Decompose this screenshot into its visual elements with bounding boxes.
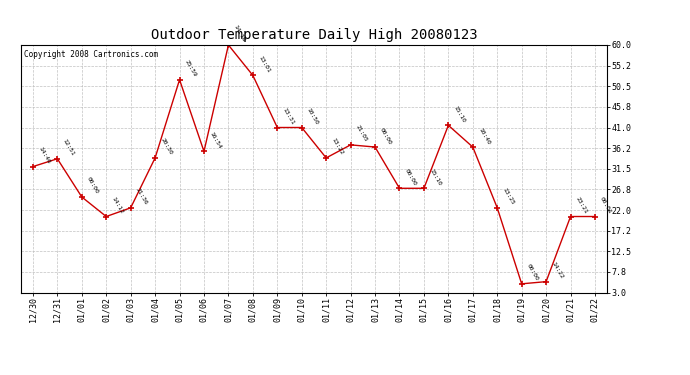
Text: 14:12: 14:12 (110, 196, 124, 215)
Text: 23:21: 23:21 (575, 196, 589, 215)
Text: 14:16: 14:16 (233, 24, 246, 43)
Text: 13:22: 13:22 (331, 137, 344, 156)
Text: 00:00: 00:00 (526, 263, 540, 282)
Text: 20:30: 20:30 (159, 137, 173, 156)
Title: Outdoor Temperature Daily High 20080123: Outdoor Temperature Daily High 20080123 (150, 28, 477, 42)
Text: 10:50: 10:50 (306, 107, 319, 126)
Text: 10:40: 10:40 (477, 126, 491, 145)
Text: 12:51: 12:51 (61, 138, 75, 157)
Text: 13:31: 13:31 (282, 107, 295, 126)
Text: 25:59: 25:59 (184, 59, 197, 78)
Text: 21:36: 21:36 (135, 188, 148, 206)
Text: 00:00: 00:00 (404, 168, 417, 186)
Text: 00:00: 00:00 (380, 126, 393, 145)
Text: 14:22: 14:22 (550, 261, 564, 280)
Text: 14:46: 14:46 (37, 146, 51, 165)
Text: 15:10: 15:10 (453, 105, 466, 123)
Text: 13:01: 13:01 (257, 55, 270, 74)
Text: 21:05: 21:05 (355, 124, 368, 143)
Text: 00:00: 00:00 (86, 177, 99, 195)
Text: 16:54: 16:54 (208, 131, 222, 150)
Text: 15:10: 15:10 (428, 168, 442, 186)
Text: 00:01: 00:01 (599, 196, 613, 215)
Text: Copyright 2008 Cartronics.com: Copyright 2008 Cartronics.com (23, 50, 158, 59)
Text: 13:25: 13:25 (502, 188, 515, 206)
